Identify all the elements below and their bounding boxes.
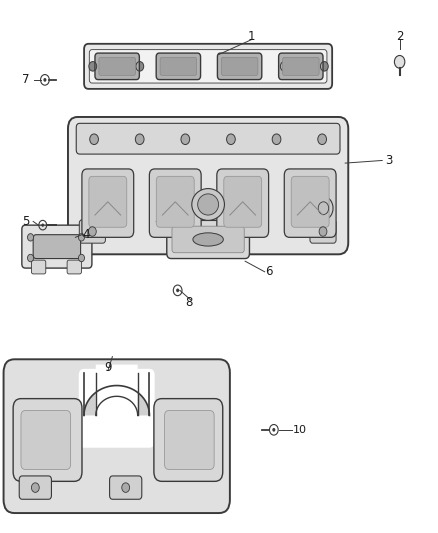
Circle shape — [135, 134, 144, 144]
Text: 1: 1 — [248, 30, 255, 43]
FancyBboxPatch shape — [19, 476, 51, 499]
Circle shape — [122, 483, 130, 492]
Circle shape — [28, 254, 34, 262]
Ellipse shape — [192, 189, 224, 220]
FancyBboxPatch shape — [154, 399, 223, 481]
FancyBboxPatch shape — [32, 260, 46, 274]
Circle shape — [89, 62, 97, 71]
FancyBboxPatch shape — [172, 226, 244, 253]
Circle shape — [181, 134, 190, 144]
FancyBboxPatch shape — [284, 169, 336, 237]
FancyBboxPatch shape — [21, 410, 71, 470]
FancyBboxPatch shape — [110, 476, 142, 499]
Circle shape — [78, 233, 85, 241]
FancyBboxPatch shape — [310, 220, 336, 243]
FancyBboxPatch shape — [79, 220, 106, 243]
Circle shape — [78, 254, 85, 262]
FancyBboxPatch shape — [217, 169, 268, 237]
Polygon shape — [96, 365, 138, 415]
Text: 4: 4 — [82, 228, 90, 241]
FancyBboxPatch shape — [76, 123, 340, 154]
FancyBboxPatch shape — [283, 58, 319, 75]
Text: 7: 7 — [21, 74, 29, 86]
Circle shape — [28, 233, 34, 241]
Circle shape — [183, 62, 191, 71]
FancyBboxPatch shape — [156, 53, 201, 79]
Circle shape — [41, 223, 44, 227]
FancyBboxPatch shape — [22, 225, 92, 268]
Circle shape — [88, 227, 96, 236]
Text: 9: 9 — [104, 361, 112, 374]
Circle shape — [232, 62, 240, 71]
Ellipse shape — [193, 233, 223, 246]
FancyBboxPatch shape — [89, 50, 327, 83]
Text: 10: 10 — [293, 425, 307, 435]
Text: 5: 5 — [21, 215, 29, 228]
Circle shape — [90, 134, 99, 144]
FancyBboxPatch shape — [13, 399, 82, 481]
FancyBboxPatch shape — [67, 260, 81, 274]
Circle shape — [314, 197, 333, 220]
Circle shape — [280, 62, 288, 71]
Polygon shape — [84, 385, 149, 415]
Circle shape — [319, 227, 327, 236]
FancyBboxPatch shape — [165, 410, 214, 470]
Circle shape — [394, 55, 405, 68]
Circle shape — [272, 428, 276, 432]
FancyBboxPatch shape — [167, 220, 250, 259]
FancyBboxPatch shape — [279, 53, 323, 79]
FancyBboxPatch shape — [82, 169, 134, 237]
Circle shape — [32, 483, 39, 492]
Text: 3: 3 — [385, 154, 392, 167]
Circle shape — [43, 78, 46, 82]
FancyBboxPatch shape — [224, 176, 261, 227]
Text: 2: 2 — [396, 30, 403, 43]
FancyBboxPatch shape — [84, 44, 332, 89]
Text: 8: 8 — [185, 296, 192, 309]
FancyBboxPatch shape — [4, 359, 230, 513]
Circle shape — [318, 134, 326, 144]
Circle shape — [318, 202, 328, 215]
FancyBboxPatch shape — [33, 235, 81, 259]
FancyBboxPatch shape — [221, 58, 258, 75]
Circle shape — [272, 134, 281, 144]
FancyBboxPatch shape — [217, 53, 262, 79]
Ellipse shape — [198, 194, 219, 215]
FancyBboxPatch shape — [89, 176, 127, 227]
FancyBboxPatch shape — [160, 58, 197, 75]
Circle shape — [321, 62, 328, 71]
FancyBboxPatch shape — [156, 176, 194, 227]
FancyBboxPatch shape — [68, 117, 348, 254]
Circle shape — [176, 288, 179, 292]
FancyBboxPatch shape — [99, 58, 135, 75]
Circle shape — [226, 134, 235, 144]
FancyBboxPatch shape — [291, 176, 329, 227]
FancyBboxPatch shape — [79, 369, 155, 448]
FancyBboxPatch shape — [149, 169, 201, 237]
Circle shape — [136, 62, 144, 71]
FancyBboxPatch shape — [95, 53, 139, 79]
Text: 6: 6 — [265, 265, 273, 278]
